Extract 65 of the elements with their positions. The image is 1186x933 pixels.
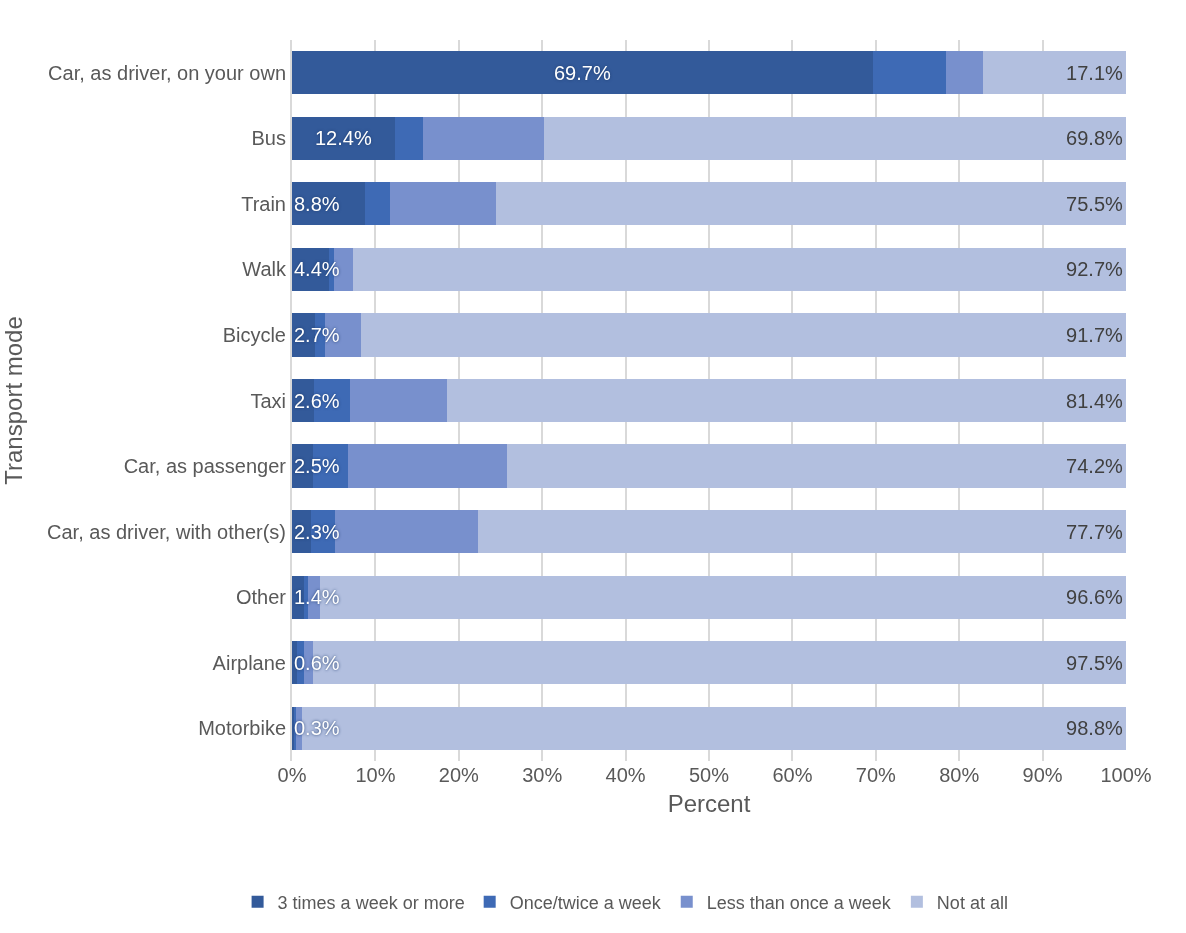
bar <box>365 182 391 226</box>
bar <box>543 116 1126 160</box>
x-tick-label: 20% <box>438 764 480 786</box>
bar <box>347 444 508 488</box>
data-label: 75.5% <box>1066 192 1123 215</box>
data-label: 96.6% <box>1066 586 1123 609</box>
data-label: 98.8% <box>1066 717 1123 740</box>
data-label: 97.5% <box>1066 651 1123 674</box>
x-tick-label: 60% <box>772 764 813 786</box>
legend-label: 3 times a week or more <box>277 892 465 913</box>
y-tick-label: Motorbike <box>198 717 286 740</box>
y-axis-title: Transport mode <box>0 316 27 485</box>
x-tick-label: 0% <box>277 764 307 786</box>
bar <box>447 378 1126 423</box>
x-tick-label: 10% <box>355 764 396 786</box>
legend-label: Once/twice a week <box>509 892 662 913</box>
data-label: 8.8% <box>294 193 340 215</box>
bar <box>292 51 874 95</box>
data-label: 2.6% <box>294 390 340 412</box>
data-label: 92.7% <box>1066 258 1123 281</box>
data-label: 1.4% <box>294 586 340 608</box>
bar <box>477 509 1126 554</box>
data-label: 69.7% <box>554 62 611 84</box>
bar <box>352 247 1126 292</box>
x-tick-label: 100% <box>1100 764 1152 786</box>
data-label: 2.3% <box>294 521 340 543</box>
y-tick-label: Other <box>235 586 287 609</box>
bar <box>873 51 946 95</box>
data-label: 2.5% <box>294 455 340 477</box>
data-label: 17.1% <box>1066 61 1123 84</box>
data-label: 91.7% <box>1066 323 1123 346</box>
x-tick-label: 40% <box>605 764 646 786</box>
bar <box>395 116 423 160</box>
y-tick-label: Bicycle <box>222 323 286 346</box>
data-label: 81.4% <box>1066 389 1123 412</box>
data-label: 77.7% <box>1066 520 1123 543</box>
x-axis-title: Percent <box>667 790 751 818</box>
y-tick-label: Walk <box>242 258 287 281</box>
y-tick-label: Car, as driver, on your own <box>48 61 286 84</box>
y-tick-label: Taxi <box>250 389 286 412</box>
bar <box>390 182 497 226</box>
y-tick-label: Bus <box>251 127 286 150</box>
bar <box>496 182 1126 226</box>
bar <box>983 51 1126 95</box>
bar <box>361 313 1126 357</box>
x-tick-label: 70% <box>855 764 897 786</box>
x-tick-label: 90% <box>1022 764 1063 786</box>
data-label: 12.4% <box>315 127 372 149</box>
x-tick-label: 30% <box>522 764 563 786</box>
bar <box>945 51 984 95</box>
data-label: 4.4% <box>294 258 340 280</box>
y-tick-label: Car, as driver, with other(s) <box>47 520 286 543</box>
y-tick-label: Car, as passenger <box>123 455 287 478</box>
bar <box>349 378 448 423</box>
data-label: 69.8% <box>1066 127 1123 150</box>
legend-label: Not at all <box>936 892 1008 913</box>
x-tick-label: 80% <box>939 764 980 786</box>
bar <box>422 116 544 160</box>
y-tick-label: Train <box>241 192 286 215</box>
x-tick-label: 50% <box>688 764 730 786</box>
bar <box>507 444 1126 488</box>
data-label: 2.7% <box>294 324 340 346</box>
y-tick-label: Airplane <box>212 651 286 674</box>
data-label: 74.2% <box>1066 455 1123 478</box>
legend-label: Less than once a week <box>706 892 892 913</box>
